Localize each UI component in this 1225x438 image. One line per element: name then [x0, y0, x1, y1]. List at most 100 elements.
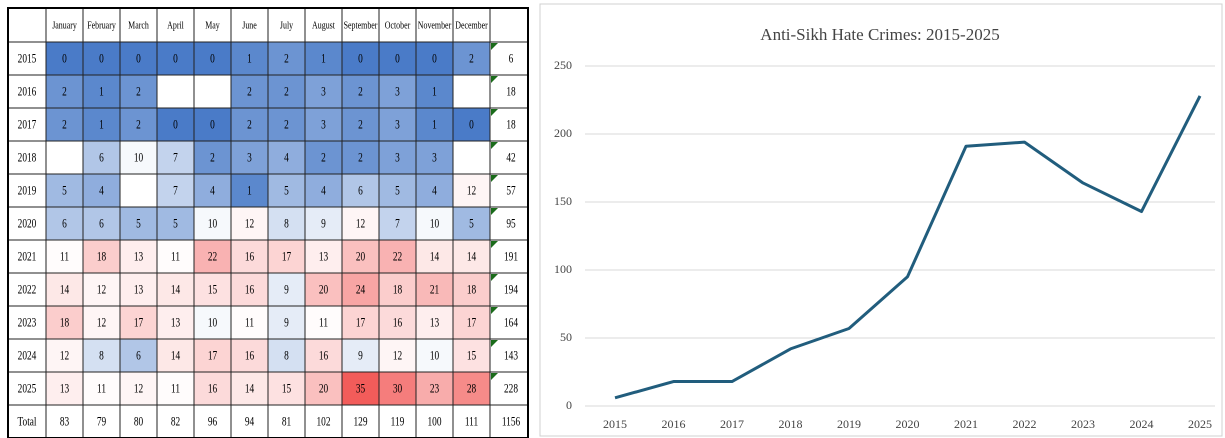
table-cell [156, 305, 195, 340]
cell-value: 0 [469, 118, 474, 132]
table-cell [304, 206, 343, 241]
cell-value: 8 [284, 217, 289, 231]
cell-value: 17 [467, 316, 477, 330]
cell-value: 10 [430, 217, 440, 231]
cell-value: 3 [432, 151, 437, 165]
cell-value: 1 [432, 118, 437, 132]
table-cell [415, 173, 454, 208]
cell-value: 18 [393, 283, 403, 297]
cell-value: 10 [430, 349, 440, 363]
cell-value: 9 [358, 349, 363, 363]
table-cell [452, 338, 491, 373]
cell-value: 3 [395, 118, 400, 132]
cell-value: 83 [60, 415, 70, 429]
cell-value: 13 [134, 283, 144, 297]
total-cell [489, 404, 529, 438]
table-cell [267, 41, 306, 76]
cell-value: 2 [210, 151, 215, 165]
table-cell [415, 140, 454, 175]
table-cell [267, 173, 306, 208]
header-cell [82, 7, 121, 43]
table-cell [267, 239, 306, 274]
table-cell [119, 272, 158, 307]
cell-value: 94 [245, 415, 255, 429]
cell-value: 12 [467, 184, 477, 198]
cell-value: 22 [208, 250, 218, 264]
table-cell [119, 404, 158, 438]
cell-value: 5 [395, 184, 400, 198]
cell-value: 16 [319, 349, 329, 363]
table-cell [119, 173, 158, 208]
cell-marker [491, 142, 498, 149]
cell-value: 1 [247, 52, 252, 66]
cell-value: 82 [171, 415, 181, 429]
table-border [7, 7, 529, 438]
table-cell [304, 305, 343, 340]
y-tick-label: 50 [560, 330, 572, 344]
cell-value: 13 [60, 382, 70, 396]
table-cell [452, 74, 491, 109]
table-cell [193, 173, 232, 208]
cell-marker [491, 274, 498, 281]
cell-value: 2 [247, 85, 252, 99]
cell-value: 6 [358, 184, 363, 198]
table-cell [267, 404, 306, 438]
cell-value: 7 [395, 217, 400, 231]
cell-value: 12 [97, 316, 107, 330]
x-tick-label: 2024 [1130, 417, 1154, 431]
cell-value: 12 [356, 217, 366, 231]
column-header: July [280, 19, 293, 32]
cell-value: 14 [60, 283, 70, 297]
table-cell [378, 338, 417, 373]
table-cell [378, 404, 417, 438]
row-total: 95 [506, 217, 516, 231]
cell-value: 3 [247, 151, 252, 165]
row-label-cell [7, 206, 47, 241]
table-cell [119, 41, 158, 76]
column-header: August [312, 19, 335, 32]
table-cell [82, 140, 121, 175]
row-total: 42 [506, 151, 516, 165]
cell-value: 2 [358, 151, 363, 165]
cell-value: 5 [469, 217, 474, 231]
cell-value: 11 [60, 250, 69, 264]
total-cell [489, 272, 529, 307]
cell-value: 111 [465, 415, 478, 429]
header-cell [378, 7, 417, 43]
cell-value: 17 [282, 250, 292, 264]
cell-value: 28 [467, 382, 477, 396]
cell-value: 22 [393, 250, 403, 264]
table-cell [45, 404, 84, 438]
row-total: 18 [506, 85, 516, 99]
column-header: September [344, 19, 379, 32]
cell-value: 7 [173, 184, 178, 198]
row-total: 194 [504, 283, 518, 297]
cell-value: 30 [393, 382, 403, 396]
cell-value: 20 [319, 283, 329, 297]
table-cell [452, 272, 491, 307]
cell-value: 23 [430, 382, 440, 396]
cell-value: 4 [432, 184, 437, 198]
table-cell [156, 239, 195, 274]
row-label: 2015 [18, 52, 37, 66]
table-cell [230, 107, 269, 142]
table-cell [267, 371, 306, 406]
table-cell [304, 404, 343, 438]
x-tick-label: 2015 [603, 417, 627, 431]
table-cell [45, 239, 84, 274]
cell-value: 1 [321, 52, 326, 66]
cell-value: 2 [284, 118, 289, 132]
cell-value: 1 [99, 85, 104, 99]
row-total: 57 [506, 184, 516, 198]
cell-marker [491, 307, 498, 314]
column-header: January [52, 19, 77, 32]
cell-value: 2 [284, 85, 289, 99]
cell-value: 14 [171, 283, 181, 297]
row-label: 2017 [18, 118, 37, 132]
table-cell [452, 305, 491, 340]
cell-value: 17 [356, 316, 366, 330]
cell-value: 81 [282, 415, 291, 429]
cell-value: 16 [245, 283, 255, 297]
table-cell [82, 107, 121, 142]
